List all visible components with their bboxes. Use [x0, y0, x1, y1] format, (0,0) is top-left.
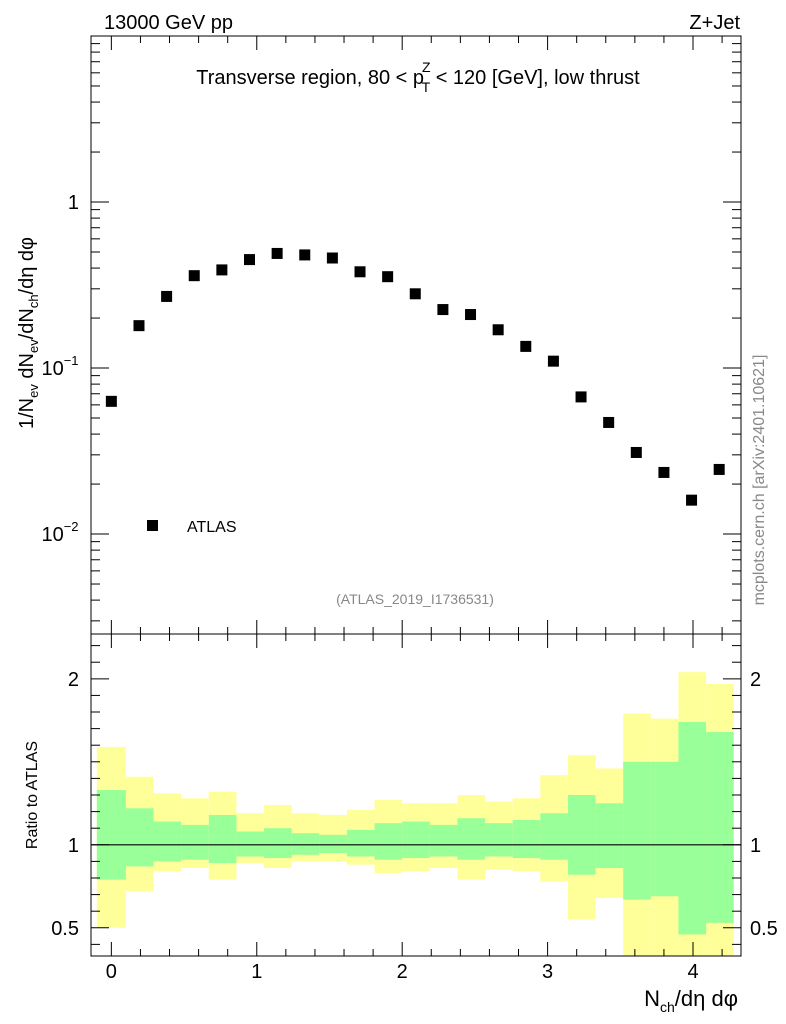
uncertainty-band-inner	[650, 761, 679, 897]
ratio-y-tick-label: 1	[68, 835, 79, 857]
main-y-tick-exponent: −1	[64, 353, 79, 368]
ratio-y-tick-label-right: 0.5	[750, 918, 778, 940]
data-point	[630, 446, 642, 458]
uncertainty-band-inner	[623, 761, 651, 900]
header-energy-label: 13000 GeV pp	[104, 12, 233, 34]
main-y-axis-label: 1/Nev dNev/dNch/dη dφ	[16, 237, 41, 429]
data-point	[188, 270, 200, 282]
ratio-y-tick-label-right: 1	[750, 835, 761, 857]
watermark: mcplots.cern.ch [arXiv:2401.10621]	[751, 355, 768, 606]
x-tick-label: 2	[397, 961, 408, 983]
data-point	[105, 395, 117, 407]
data-point	[244, 254, 256, 266]
uncertainty-band-inner	[125, 808, 154, 867]
main-y-tick-label: 1	[68, 192, 79, 214]
uncertainty-band-inner	[457, 818, 486, 860]
data-point	[520, 340, 532, 352]
analysis-reference: (ATLAS_2019_I1736531)	[336, 591, 494, 607]
main-y-tick-labels: 1 10−1 10−2	[41, 192, 79, 546]
main-y-tick-label: 10−1	[41, 353, 78, 380]
x-tick-label: 1	[251, 961, 262, 983]
uncertainty-band-inner	[153, 821, 182, 862]
ratio-y-tick-label: 0.5	[51, 918, 79, 940]
main-y-tick-exponent: −2	[64, 519, 79, 534]
data-point	[409, 288, 421, 300]
legend: ATLAS	[147, 519, 237, 536]
data-point	[686, 494, 698, 506]
title-sub: T	[422, 79, 431, 95]
x-tick-label: 3	[542, 961, 553, 983]
ratio-y-tick-label: 2	[68, 669, 79, 691]
uncertainty-band-inner	[264, 828, 292, 859]
uncertainty-band-inner	[236, 831, 265, 857]
main-frame	[90, 35, 742, 635]
uncertainty-band-inner	[96, 790, 126, 880]
chart-title: Transverse region, 80 < pZ T < 120 [GeV],…	[196, 59, 640, 95]
uncertainty-band-inner	[567, 795, 596, 875]
ratio-bands	[96, 672, 734, 956]
uncertainty-band-inner	[678, 721, 707, 935]
uncertainty-band-inner	[181, 824, 209, 860]
main-ticks	[91, 35, 741, 634]
data-point	[465, 309, 477, 321]
ratio-y-tick-label-right: 2	[750, 669, 761, 691]
data-point	[713, 463, 725, 475]
title-prefix: Transverse region, 80 < p	[196, 67, 424, 89]
uncertainty-band-inner	[346, 829, 375, 857]
x-tick-label: 4	[687, 961, 698, 983]
uncertainty-band-inner	[374, 823, 403, 860]
ratio-y-tick-labels: 2 2 1 1 0.5 0.5	[51, 669, 778, 940]
title-sup: Z	[422, 59, 431, 75]
data-point	[603, 416, 615, 428]
title-suffix: < 120 [GeV], low thrust	[430, 67, 640, 89]
data-point	[492, 324, 504, 336]
main-y-tick-label: 10−2	[41, 519, 78, 546]
data-point	[271, 247, 283, 259]
main-panel: 1 10−1 10−2 Transverse region, 80 < pZ T < …	[16, 35, 742, 635]
legend-marker	[147, 520, 158, 531]
x-axis-label: Nch/dη dφ	[644, 986, 738, 1015]
uncertainty-band-inner	[595, 803, 624, 869]
data-point	[437, 304, 449, 316]
data-point	[216, 264, 228, 276]
x-tick-label: 0	[106, 961, 117, 983]
ratio-y-axis-label: Ratio to ATLAS	[24, 741, 41, 849]
x-tick-labels: 0 1 2 3 4	[106, 961, 699, 983]
data-point	[658, 466, 670, 478]
data-points	[105, 247, 725, 506]
data-point	[326, 252, 338, 264]
ratio-ticks	[91, 634, 741, 956]
uncertainty-band-inner	[319, 834, 347, 854]
data-point	[354, 266, 366, 278]
uncertainty-band-inner	[540, 813, 568, 860]
uncertainty-band-inner	[706, 731, 734, 923]
data-point	[575, 391, 587, 403]
data-point	[299, 249, 311, 261]
uncertainty-band-inner	[512, 819, 541, 859]
uncertainty-band-inner	[208, 814, 237, 864]
data-point	[161, 290, 173, 302]
uncertainty-band-inner	[402, 821, 430, 859]
data-point	[133, 320, 145, 332]
data-point	[382, 271, 394, 283]
ratio-panel: 2 2 1 1 0.5 0.5 0 1 2 3 4 Ratio to ATLAS Nch/dη d…	[24, 633, 778, 1015]
uncertainty-band-inner	[485, 823, 513, 857]
legend-label: ATLAS	[187, 519, 237, 536]
header-process-label: Z+Jet	[689, 12, 740, 34]
uncertainty-band-inner	[429, 824, 458, 857]
uncertainty-band-inner	[291, 833, 320, 855]
data-point	[547, 355, 559, 367]
